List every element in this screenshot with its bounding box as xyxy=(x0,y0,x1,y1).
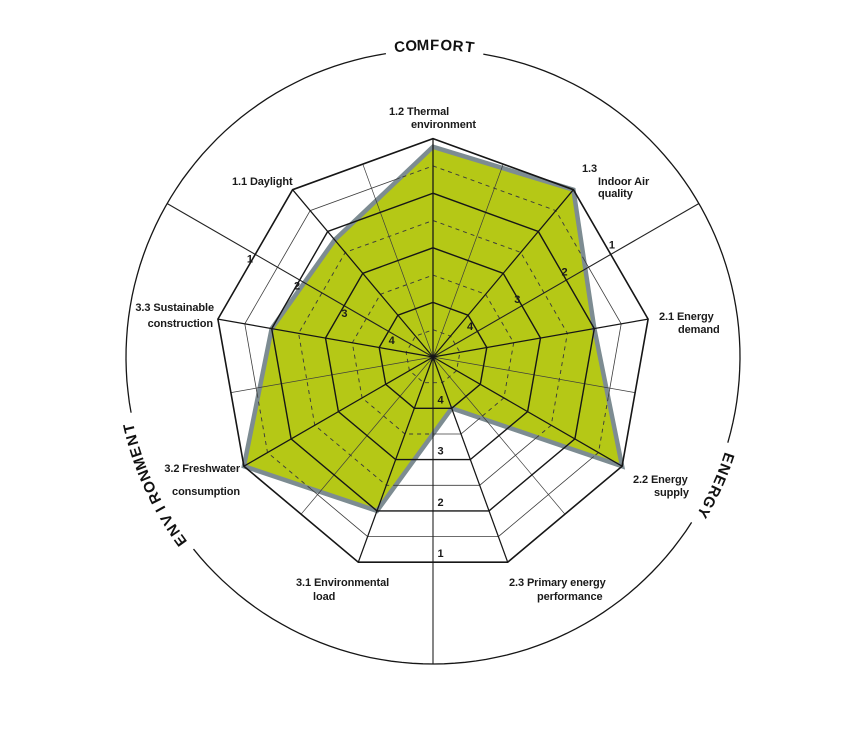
outer-circle-arc xyxy=(192,522,693,665)
axis-1-3-line xyxy=(432,189,574,358)
tick-label: 4 xyxy=(437,394,444,406)
tick-label: 1 xyxy=(247,253,253,265)
arc-letter: C xyxy=(393,38,406,56)
arc-letter: I xyxy=(153,503,170,515)
axis-2-1-label: demand xyxy=(678,324,720,336)
axis-3-2-line xyxy=(243,356,434,467)
arc-letter: E xyxy=(127,445,146,460)
major-ring-grade-2 xyxy=(270,192,596,512)
axis-2-2-label: 2.2 Energy xyxy=(633,474,689,486)
axis-2-2-label: supply xyxy=(654,487,690,499)
tick-label: 1 xyxy=(437,548,443,560)
arc-letter: M xyxy=(416,37,429,54)
arc-letter: T xyxy=(120,422,139,435)
tick-label: 2 xyxy=(562,267,568,279)
axis-1-3-label: Indoor Air xyxy=(598,176,650,188)
tick-label: 3 xyxy=(514,294,520,306)
arc-letter: O xyxy=(405,37,418,55)
tick-label: 3 xyxy=(341,308,347,320)
axis-1-3-label: quality xyxy=(598,188,634,200)
major-ring-grade-1 xyxy=(217,137,649,564)
axis-2-2-line xyxy=(432,356,623,467)
axis-2-3-label: 2.3 Primary energy xyxy=(509,577,607,589)
arc-label-comfort: COM F O R T xyxy=(393,37,475,57)
major-ring-grade-4 xyxy=(378,301,488,409)
tick-label: 2 xyxy=(294,281,300,293)
axis-1-1-line xyxy=(292,189,434,358)
arc-letter: O xyxy=(440,37,453,55)
axis-3-1-line xyxy=(357,356,434,563)
arc-letter: R xyxy=(452,38,464,56)
axis-1-2-label: environment xyxy=(411,119,476,131)
arc-letter: T xyxy=(464,39,475,57)
axis-2-3-line xyxy=(432,356,509,563)
axis-3-1-label: 3.1 Environmental xyxy=(296,577,389,589)
tick-label: 1 xyxy=(609,239,615,251)
axis-1-1-label: 1.1 Daylight xyxy=(232,176,293,188)
tick-label: 2 xyxy=(437,497,443,509)
arc-letter: M xyxy=(130,455,150,473)
axis-3-3-label: construction xyxy=(148,318,214,330)
axis-2-3-label: performance xyxy=(537,591,603,603)
major-ring-grade-3 xyxy=(324,247,542,461)
axis-1-2-label: 1.2 Thermal xyxy=(389,106,449,118)
axis-3-3-label: 3.3 Sustainable xyxy=(135,302,214,314)
arc-letter: N xyxy=(123,433,142,448)
outer-circle-arc xyxy=(125,52,387,413)
outer-circle-arc xyxy=(483,53,741,443)
tick-label: 3 xyxy=(437,446,443,458)
tick-label: 4 xyxy=(467,321,474,333)
axis-2-1-label: 2.1 Energy xyxy=(659,311,715,323)
axis-3-2-label: consumption xyxy=(172,486,240,498)
axis-3-3-line xyxy=(217,318,434,358)
tick-label: 4 xyxy=(389,335,396,347)
axis-3-1-label: load xyxy=(313,591,335,603)
arc-letter: F xyxy=(430,37,439,54)
axis-1-3-label: 1.3 xyxy=(582,163,597,175)
axis-2-1-line xyxy=(432,318,649,358)
axis-3-2-label: 3.2 Freshwater xyxy=(164,463,240,475)
